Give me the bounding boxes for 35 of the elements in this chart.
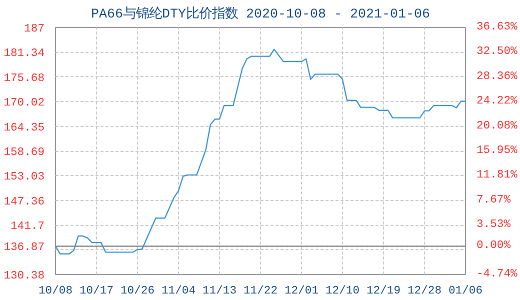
y-tick-label: 175.68 — [4, 72, 45, 85]
y-tick-label: 136.87 — [4, 242, 45, 254]
y2-tick-label: -4.74% — [476, 268, 518, 280]
x-tick-label: 11/13 — [202, 284, 237, 298]
y2-tick-label: 15.95% — [476, 144, 518, 157]
y-tick-label: 141.7 — [10, 221, 45, 234]
y-tick-label: 187 — [24, 24, 45, 36]
y2-tick-label: 28.36% — [476, 70, 518, 83]
x-tick-label: 12/10 — [326, 284, 360, 298]
y2-tick-label: 0.00% — [476, 240, 511, 252]
x-tick-label: 12/19 — [366, 284, 401, 298]
y2-tick-label: 11.81% — [476, 170, 518, 182]
y-tick-label: 147.36 — [4, 196, 45, 208]
y-tick-label: 130.38 — [4, 270, 45, 282]
x-tick-label: 10/17 — [80, 284, 114, 298]
y2-tick-label: 24.22% — [476, 96, 518, 108]
y2-tick-label: 7.67% — [476, 194, 511, 206]
x-tick-label: 01/06 — [448, 284, 483, 298]
line-series — [56, 48, 466, 255]
x-tick-label: 10/26 — [120, 284, 155, 298]
x-tick-label: 11/04 — [162, 284, 196, 298]
y2-tick-label: 3.53% — [476, 219, 511, 232]
chart-title: PA66与锦纶DTY比价指数 2020-10-08 - 2021-01-06 — [91, 6, 430, 22]
y-tick-label: 153.03 — [4, 172, 45, 184]
y-tick-label: 181.34 — [4, 48, 45, 60]
y2-tick-label: 32.50% — [476, 46, 518, 58]
x-tick-label: 10/08 — [38, 284, 73, 298]
x-tick-label: 12/28 — [408, 284, 442, 298]
y-tick-label: 164.35 — [4, 122, 45, 134]
y2-tick-label: 36.63% — [476, 22, 518, 34]
x-tick-label: 11/22 — [244, 284, 278, 298]
y-tick-label: 158.69 — [4, 147, 45, 159]
x-tick-label: 12/01 — [284, 284, 319, 298]
y-tick-label: 170.02 — [4, 98, 45, 110]
y2-tick-label: 20.08% — [476, 120, 518, 132]
